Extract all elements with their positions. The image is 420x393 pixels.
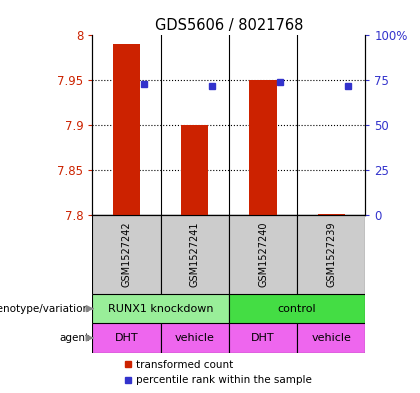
Text: RUNX1 knockdown: RUNX1 knockdown (108, 304, 213, 314)
Bar (249, 80, 277, 215)
Bar (161, 215, 229, 294)
Bar (92, 323, 161, 353)
Text: control: control (278, 304, 316, 314)
Title: GDS5606 / 8021768: GDS5606 / 8021768 (155, 18, 303, 33)
Bar (297, 215, 365, 294)
Text: vehicle: vehicle (175, 333, 215, 343)
Text: GSM1527242: GSM1527242 (121, 222, 131, 288)
Text: genotype/variation: genotype/variation (0, 304, 90, 314)
Legend: transformed count, percentile rank within the sample: transformed count, percentile rank withi… (119, 356, 316, 389)
Bar (297, 323, 365, 353)
Text: GSM1527240: GSM1527240 (258, 222, 268, 287)
Text: GSM1527241: GSM1527241 (190, 222, 200, 287)
Bar (161, 323, 229, 353)
Bar (92, 215, 161, 294)
Text: DHT: DHT (251, 333, 275, 343)
Bar (318, 213, 345, 215)
Bar (229, 323, 297, 353)
Text: vehicle: vehicle (311, 333, 351, 343)
Text: agent: agent (60, 333, 90, 343)
Bar (229, 215, 297, 294)
Bar (229, 294, 365, 323)
Bar (113, 44, 140, 215)
Bar (92, 294, 229, 323)
Bar (181, 125, 208, 215)
Text: DHT: DHT (115, 333, 138, 343)
Text: GSM1527239: GSM1527239 (326, 222, 336, 287)
